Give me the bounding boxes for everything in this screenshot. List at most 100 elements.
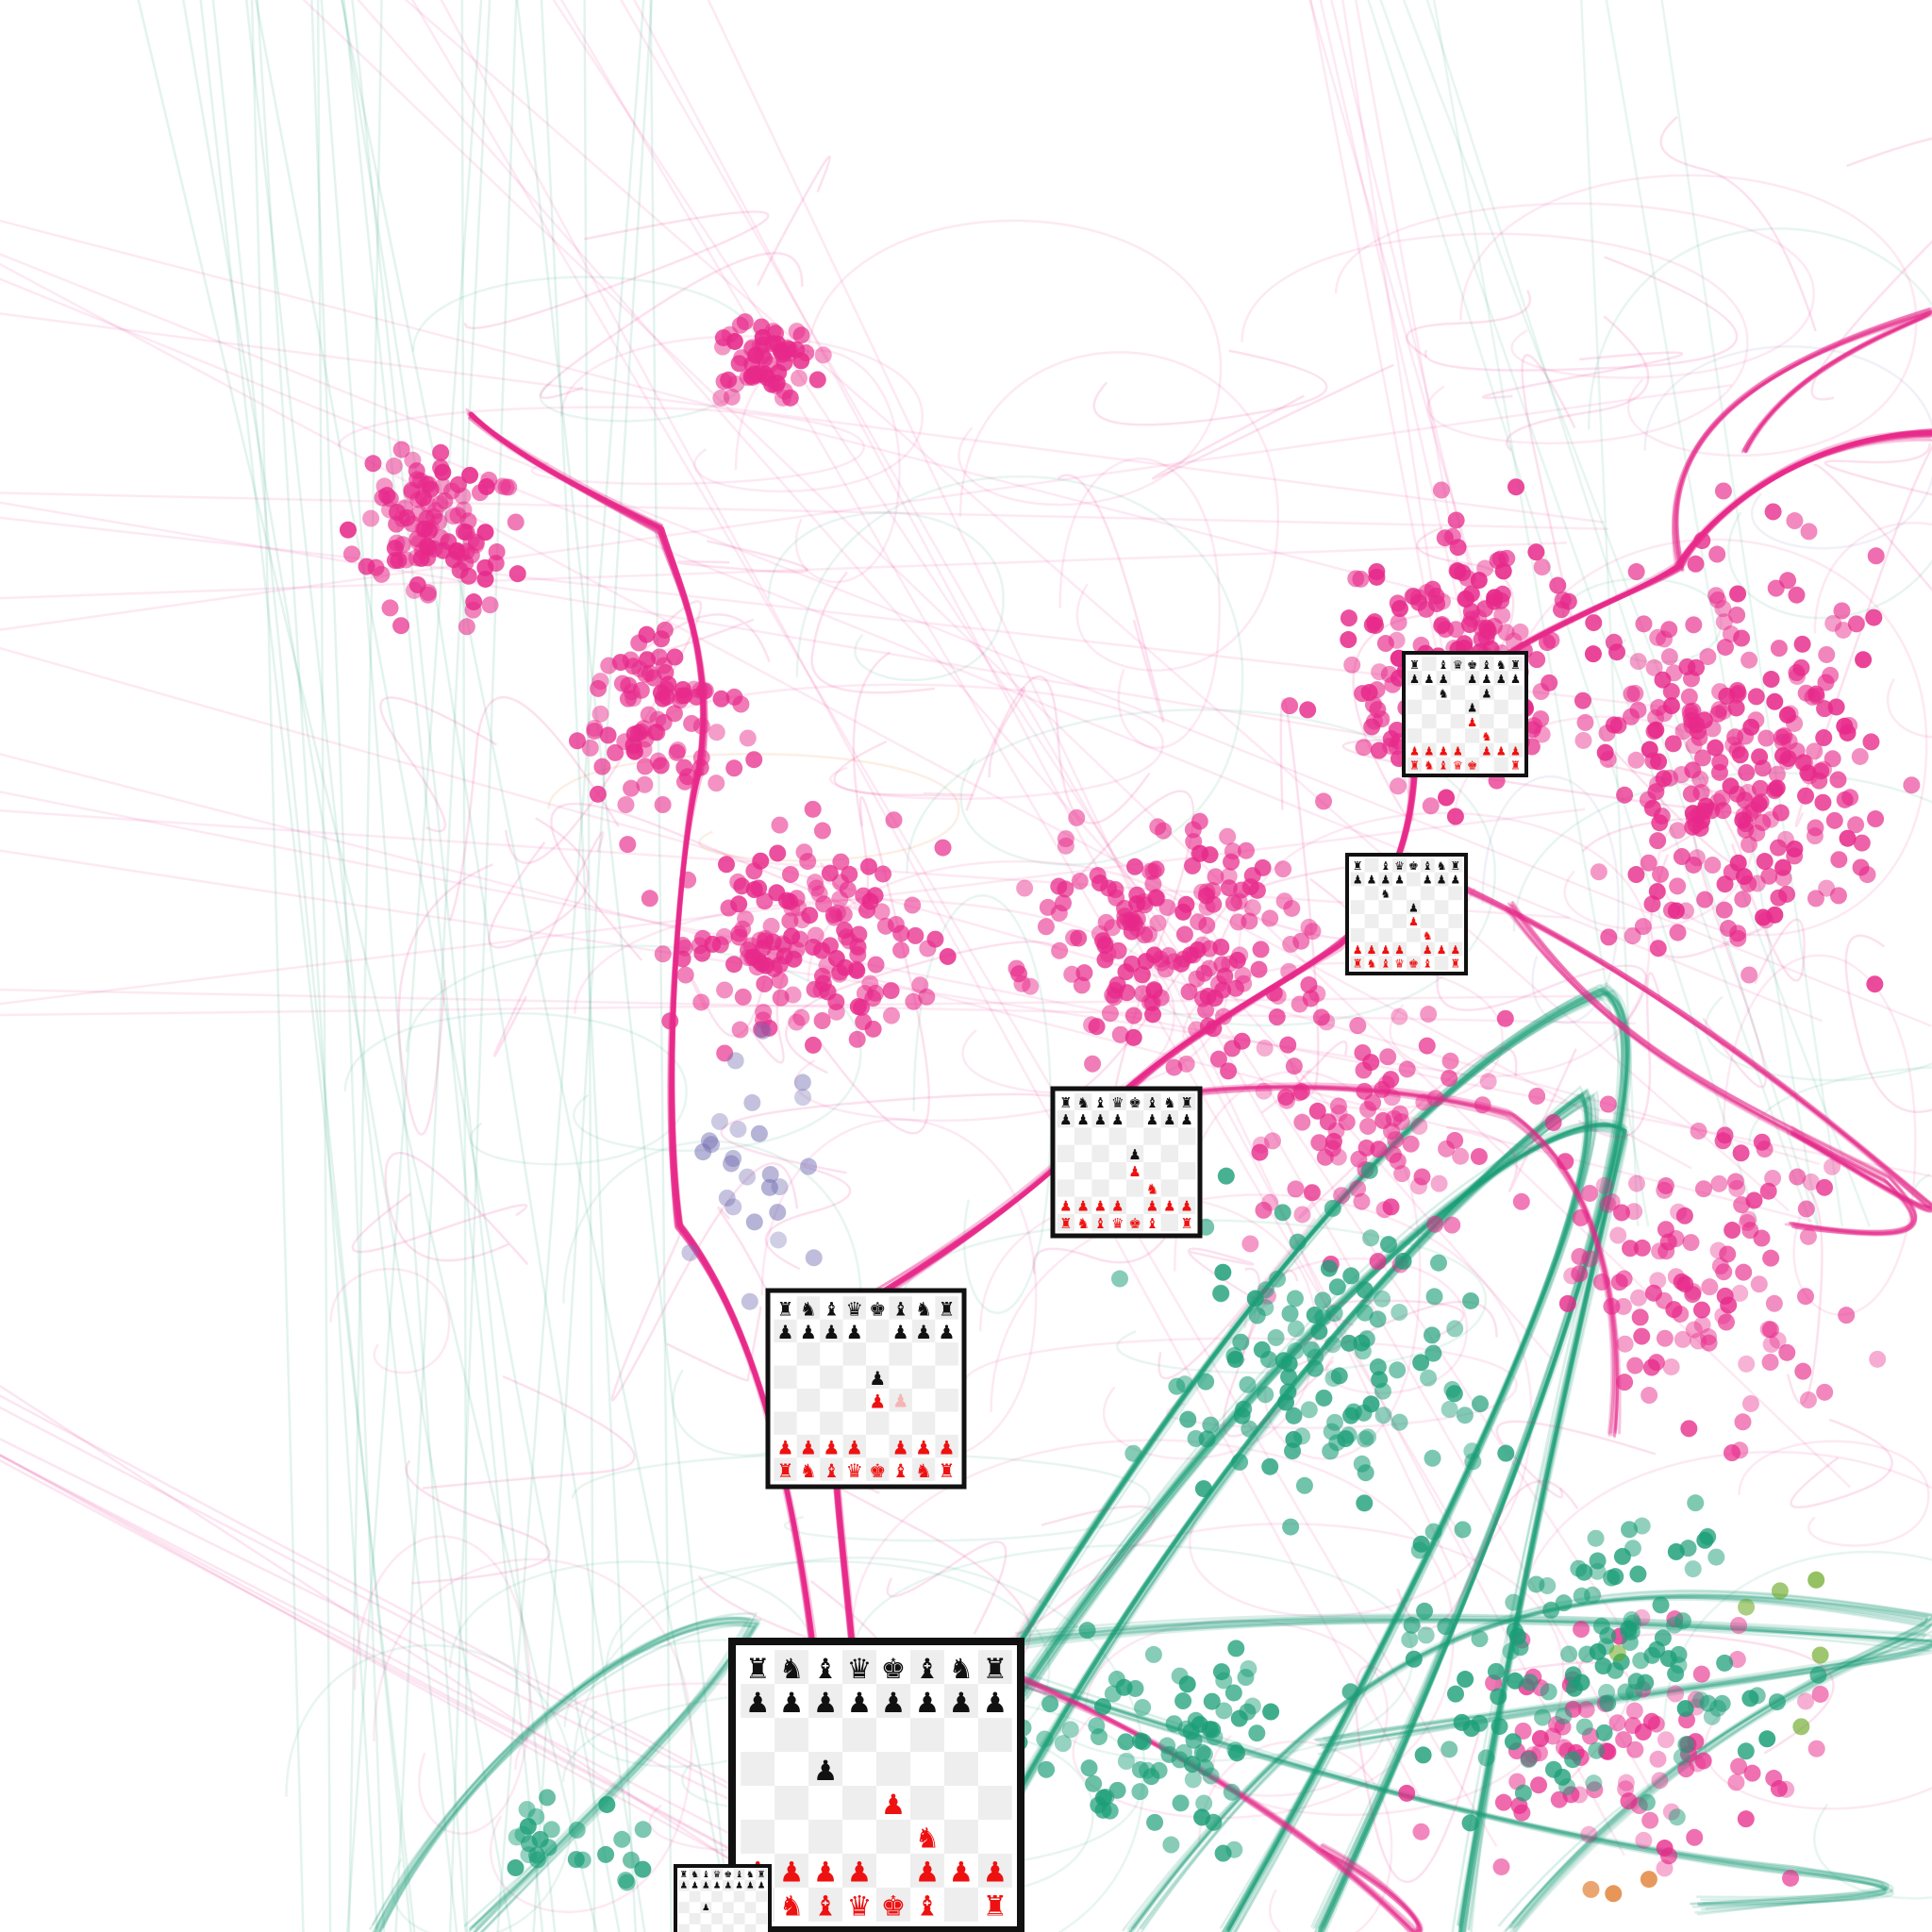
position-dot bbox=[1284, 1442, 1302, 1460]
board-square bbox=[689, 1913, 701, 1924]
chess-piece: ♜ bbox=[680, 1870, 689, 1880]
faint-trajectory-loop bbox=[635, 683, 1164, 800]
position-dot bbox=[597, 1845, 615, 1863]
position-dot bbox=[1195, 964, 1213, 982]
faint-trajectory-loop bbox=[337, 406, 865, 486]
faint-trajectory-line bbox=[320, 0, 467, 1932]
position-dot bbox=[1858, 866, 1876, 884]
position-dot bbox=[1398, 1784, 1416, 1802]
position-dot bbox=[729, 873, 747, 891]
position-dot bbox=[692, 717, 710, 735]
position-dot bbox=[1410, 1177, 1428, 1195]
position-dot bbox=[771, 972, 789, 990]
chess-piece: ♟ bbox=[1409, 672, 1420, 686]
board-square bbox=[1493, 728, 1508, 743]
position-dot bbox=[1356, 1281, 1374, 1299]
position-dot bbox=[1827, 698, 1845, 716]
board-square bbox=[711, 1913, 723, 1924]
position-dot bbox=[1829, 887, 1847, 905]
position-dot bbox=[814, 346, 832, 364]
position-dot bbox=[1786, 512, 1804, 530]
chess-piece: ♛ bbox=[1394, 958, 1405, 971]
board-square bbox=[1407, 699, 1423, 714]
position-dot bbox=[339, 521, 357, 539]
faint-trajectory-line bbox=[345, 0, 483, 1932]
position-dot bbox=[1750, 1275, 1768, 1293]
position-dot bbox=[1359, 1117, 1377, 1135]
chess-piece: ♟ bbox=[881, 1789, 906, 1821]
position-dot bbox=[676, 966, 694, 984]
position-dot bbox=[1174, 950, 1192, 968]
position-dot bbox=[1757, 729, 1775, 747]
position-dot bbox=[1145, 946, 1163, 964]
green-trajectory bbox=[937, 1091, 1593, 1929]
position-dot bbox=[1314, 1291, 1332, 1309]
position-dot bbox=[1257, 1386, 1274, 1404]
board-square bbox=[876, 1752, 910, 1786]
position-dot bbox=[637, 730, 655, 748]
position-dot bbox=[1703, 1707, 1721, 1725]
position-dot bbox=[617, 1872, 635, 1890]
position-dot bbox=[1462, 1291, 1480, 1309]
faint-trajectory-loop bbox=[373, 1557, 693, 1913]
position-dot bbox=[1107, 881, 1124, 899]
board-square bbox=[1434, 956, 1449, 971]
pink-trajectory bbox=[1510, 901, 1918, 1235]
position-dot bbox=[1391, 1105, 1409, 1123]
position-dot bbox=[1292, 932, 1310, 950]
position-dot bbox=[1715, 1263, 1733, 1281]
position-dot bbox=[397, 551, 415, 569]
position-dot bbox=[801, 907, 819, 924]
position-dot bbox=[1807, 1740, 1825, 1757]
position-dot bbox=[772, 989, 790, 1007]
position-dot bbox=[1369, 1358, 1387, 1376]
position-dot bbox=[1265, 984, 1283, 1002]
position-dot bbox=[1144, 1645, 1162, 1663]
position-dot bbox=[364, 455, 382, 473]
position-dot bbox=[1694, 1180, 1712, 1198]
chess-piece: ♛ bbox=[1453, 658, 1463, 672]
chess-piece: ♟ bbox=[1353, 943, 1363, 957]
faint-trajectory-line bbox=[1432, 0, 1650, 1227]
bb5-board: ♜ ♝ ♛ ♚ ♝ ♞ ♜♟ ♟ ♟ ♟ ♟ ♟ ♟♞ ♟♟♟♞♟ ♟ ♟ ♟ ♟ ♟ ♟♜ ♞ ♝ ♛ ♚ ♜ bbox=[1402, 651, 1528, 777]
position-dot bbox=[1470, 1147, 1488, 1165]
position-dot bbox=[739, 1168, 757, 1186]
position-dot bbox=[1807, 819, 1824, 837]
board-square bbox=[977, 1786, 1012, 1820]
position-dot bbox=[1677, 1736, 1695, 1754]
position-dot bbox=[1174, 903, 1192, 921]
position-dot bbox=[1709, 705, 1727, 723]
faint-trajectory-line bbox=[620, 0, 1653, 1792]
position-dot bbox=[1682, 1234, 1700, 1252]
pink-trajectory bbox=[1674, 310, 1932, 565]
position-dot bbox=[1630, 1289, 1648, 1307]
pink-wisp bbox=[405, 1459, 551, 1585]
position-dot bbox=[1659, 1650, 1677, 1668]
position-dot bbox=[1740, 651, 1758, 669]
position-dot bbox=[832, 853, 850, 871]
position-dot bbox=[1599, 1694, 1617, 1712]
position-dot bbox=[1497, 1444, 1515, 1462]
chess-piece: ♝ bbox=[892, 1459, 909, 1482]
position-dot bbox=[1710, 1174, 1728, 1192]
position-dot bbox=[777, 891, 795, 909]
pink-trajectory bbox=[1674, 307, 1931, 573]
position-dot bbox=[1426, 1215, 1444, 1233]
position-dot bbox=[1616, 1374, 1634, 1391]
position-dot bbox=[1867, 547, 1885, 565]
position-dot bbox=[1778, 885, 1796, 903]
position-dot bbox=[1533, 558, 1551, 576]
board-square bbox=[1160, 1144, 1178, 1162]
faint-trajectory-loop bbox=[1643, 345, 1932, 550]
position-dot bbox=[1108, 1671, 1125, 1689]
position-dot bbox=[1651, 1242, 1669, 1260]
position-dot bbox=[885, 811, 903, 829]
position-dot bbox=[611, 654, 629, 672]
position-dot bbox=[1582, 1880, 1600, 1898]
green-trajectory bbox=[1025, 1618, 1932, 1747]
board-square bbox=[866, 1411, 890, 1435]
chess-piece: ♚ bbox=[1408, 958, 1419, 971]
position-dot bbox=[1109, 941, 1127, 959]
chess-piece: ♜ bbox=[1409, 758, 1420, 773]
